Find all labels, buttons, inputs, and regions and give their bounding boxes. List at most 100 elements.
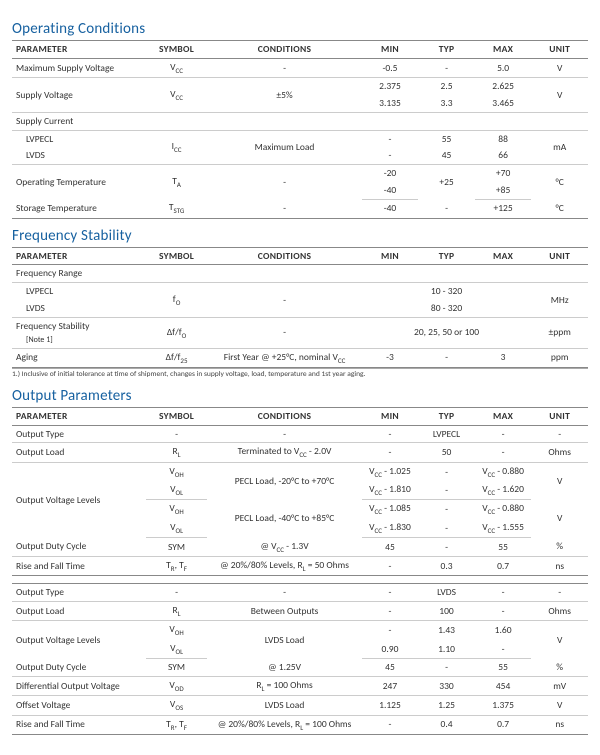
cell: LVDS Load (207, 696, 361, 715)
cell: VOL (146, 519, 208, 538)
col-symbol: SYMBOL (146, 247, 208, 265)
cell: V (531, 696, 588, 715)
row-lvpecl-rise: Rise and Fall Time TR, TF @ 20%/80% Leve… (12, 556, 588, 575)
cell: Rise and Fall Time (12, 556, 146, 575)
col-typ: TYP (418, 41, 475, 59)
col-typ: TYP (418, 407, 475, 425)
cell: Output Voltage Levels (12, 462, 146, 537)
row-lvds-rise: Rise and Fall Time TR, TF @ 20%/80% Leve… (12, 715, 588, 734)
col-symbol: SYMBOL (146, 407, 208, 425)
cell: 330 (418, 676, 475, 695)
cell: Output Voltage Levels (12, 621, 146, 659)
cell: - (146, 425, 208, 443)
cell: 55 (475, 538, 532, 557)
row-lvpecl-voh1: Output Voltage Levels VOH PECL Load, -20… (12, 462, 588, 481)
cell: mV (531, 676, 588, 695)
cell: 45 (418, 147, 475, 164)
cell: LVPECL (12, 283, 146, 300)
cell: 88 (475, 130, 532, 147)
cell: RL = 100 Ohms (207, 676, 361, 695)
cell: ns (531, 556, 588, 575)
cell: LVDS (12, 300, 146, 317)
cell: 2.5 (418, 78, 475, 95)
row-freq-stability: Frequency Stability [Note 1] Δf/fO - 20,… (12, 317, 588, 348)
cell: 3.465 (475, 95, 532, 112)
cell: 1.125 (362, 696, 419, 715)
cell: RL (146, 602, 208, 621)
cell: VCC - 1.025 (362, 462, 419, 481)
cell: 1.25 (418, 696, 475, 715)
row-lvds-diff: Differential Output Voltage VOD RL = 100… (12, 676, 588, 695)
cell: 0.7 (475, 715, 532, 734)
cell: LVDS (418, 584, 475, 602)
cell-text: Frequency Stability (16, 320, 89, 332)
col-min: MIN (362, 407, 419, 425)
cell: - (207, 425, 361, 443)
cell: TA (146, 165, 208, 200)
col-min: MIN (362, 247, 419, 265)
header-row: PARAMETER SYMBOL CONDITIONS MIN TYP MAX … (12, 41, 588, 59)
cell: LVPECL (12, 130, 146, 147)
cell: LVDS Load (207, 621, 361, 659)
cell: 45 (362, 659, 419, 677)
cell: - (475, 602, 532, 621)
cell: - (207, 165, 361, 200)
cell: ICC (146, 130, 208, 165)
row-lvds-load: Output Load RL Between Outputs - 100 - O… (12, 602, 588, 621)
cell: -20 (362, 165, 419, 182)
cell: Rise and Fall Time (12, 715, 146, 734)
row-lvds-offset: Offset Voltage VOS LVDS Load 1.125 1.25 … (12, 696, 588, 715)
cell: @ 20%/80% Levels, RL = 100 Ohms (207, 715, 361, 734)
row-supply-current-header: Supply Current (12, 112, 588, 130)
cell: +70 (475, 165, 532, 182)
cell: - (418, 538, 475, 557)
cell: 66 (475, 147, 532, 164)
col-unit: UNIT (531, 41, 588, 59)
cell: Operating Temperature (12, 165, 146, 200)
cell: First Year @ +25°C, nominal VCC (207, 348, 361, 367)
cell: - (146, 584, 208, 602)
cell: Maximum Load (207, 130, 361, 165)
cell: +85 (475, 182, 532, 199)
cell: Δf/fO (146, 317, 208, 348)
cell: VOH (146, 621, 208, 640)
row-freq-lvpecl: LVPECL fO - 10 - 320 MHz (12, 283, 588, 300)
cell: Frequency Range (12, 265, 588, 283)
cell: 0.4 (418, 715, 475, 734)
header-row: PARAMETER SYMBOL CONDITIONS MIN TYP MAX … (12, 407, 588, 425)
cell: 1.60 (475, 621, 532, 640)
cell: VCC - 0.880 (475, 462, 532, 481)
cell: - (207, 584, 361, 602)
cell: 1.375 (475, 696, 532, 715)
row-lvds-voh: Output Voltage Levels VOH LVDS Load - 1.… (12, 621, 588, 640)
col-min: MIN (362, 41, 419, 59)
frequency-table: PARAMETER SYMBOL CONDITIONS MIN TYP MAX … (12, 247, 588, 368)
cell: TR, TF (146, 715, 208, 734)
cell: 0.3 (418, 556, 475, 575)
cell: Supply Voltage (12, 78, 146, 113)
cell: VCC - 0.880 (475, 500, 532, 519)
cell: Output Type (12, 425, 146, 443)
row-lvpecl-load: Output Load RL Terminated to VCC - 2.0V … (12, 443, 588, 462)
row-aging: Aging Δf/f25 First Year @ +25°C, nominal… (12, 348, 588, 367)
cell: - (418, 659, 475, 677)
cell: Aging (12, 348, 146, 367)
cell: 1.10 (418, 640, 475, 659)
cell: @ 1.25V (207, 659, 361, 677)
cell: @ VCC - 1.3V (207, 538, 361, 557)
cell: VOH (146, 500, 208, 519)
cell: 5.0 (475, 58, 532, 77)
col-max: MAX (475, 407, 532, 425)
cell: LVDS (12, 147, 146, 164)
col-max: MAX (475, 41, 532, 59)
cell: Between Outputs (207, 602, 361, 621)
cell: fO (146, 283, 208, 318)
cell: VOL (146, 640, 208, 659)
cell: VCC - 1.085 (362, 500, 419, 519)
cell: Maximum Supply Voltage (12, 58, 146, 77)
cell: % (531, 659, 588, 677)
col-conditions: CONDITIONS (207, 407, 361, 425)
cell: 55 (418, 130, 475, 147)
cell: - (207, 58, 361, 77)
cell: RL (146, 443, 208, 462)
